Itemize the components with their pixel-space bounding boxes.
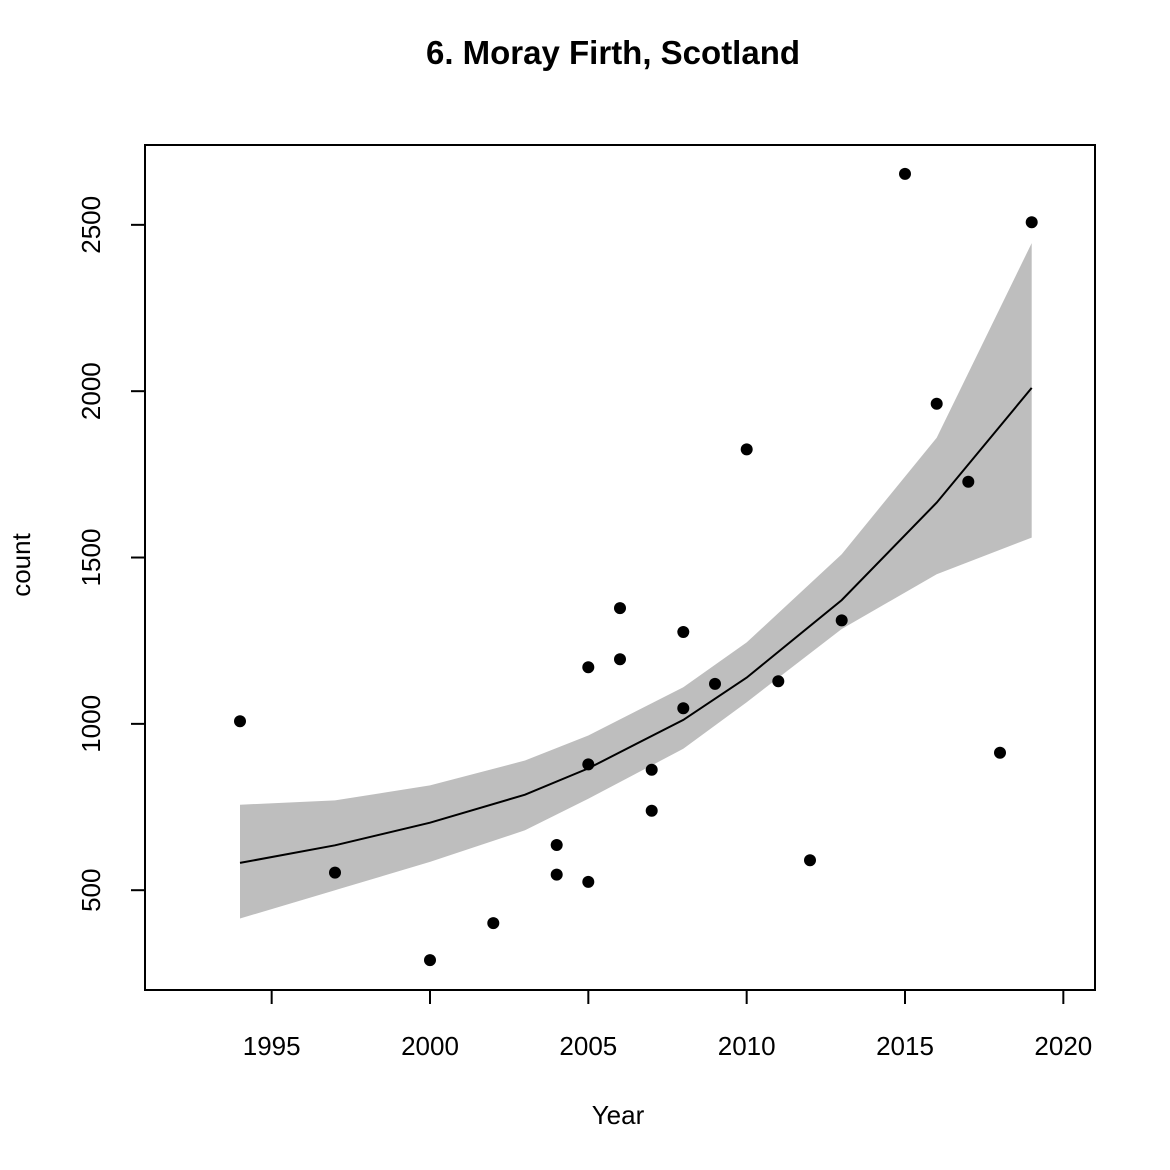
data-point bbox=[772, 675, 785, 688]
y-tick-label: 1500 bbox=[76, 529, 106, 587]
data-point bbox=[994, 746, 1006, 759]
x-tick-label: 2015 bbox=[876, 1031, 934, 1061]
data-point bbox=[645, 763, 658, 776]
confidence-band-layer bbox=[240, 243, 1032, 919]
data-point bbox=[804, 854, 816, 867]
confidence-band bbox=[240, 243, 1032, 919]
data-point bbox=[677, 702, 690, 715]
data-point bbox=[930, 397, 943, 410]
x-tick-label: 2010 bbox=[718, 1031, 776, 1061]
data-point bbox=[709, 677, 721, 690]
data-point bbox=[614, 653, 626, 666]
fit-line-layer bbox=[239, 387, 1033, 864]
x-tick-label: 2020 bbox=[1034, 1031, 1092, 1061]
data-point bbox=[582, 758, 595, 771]
y-tick-label: 2500 bbox=[76, 196, 106, 254]
data-point bbox=[582, 875, 595, 888]
fit-line bbox=[239, 387, 1033, 864]
data-point bbox=[740, 443, 753, 456]
data-points-layer bbox=[234, 167, 1038, 967]
data-point bbox=[899, 167, 911, 180]
data-point bbox=[424, 954, 436, 967]
chart-title: 6. Moray Firth, Scotland bbox=[426, 34, 800, 71]
data-point bbox=[234, 715, 246, 728]
x-axis: 1995 2000 2005 2010 2015 2020 bbox=[243, 989, 1092, 1061]
y-axis-label: count bbox=[6, 532, 36, 596]
x-axis-label: Year bbox=[592, 1100, 645, 1130]
data-point bbox=[645, 804, 658, 817]
data-point bbox=[487, 917, 500, 930]
data-point bbox=[329, 866, 341, 879]
data-point bbox=[962, 475, 975, 488]
data-point bbox=[1025, 216, 1038, 229]
x-tick-label: 2000 bbox=[401, 1031, 459, 1061]
data-point bbox=[550, 839, 563, 851]
data-point bbox=[550, 868, 563, 881]
data-point bbox=[835, 614, 848, 627]
y-axis: 500 1000 1500 2000 2500 bbox=[76, 196, 146, 912]
data-point bbox=[614, 602, 626, 615]
y-tick-label: 2000 bbox=[76, 362, 106, 420]
y-tick-label: 500 bbox=[76, 869, 106, 912]
y-tick-label: 1000 bbox=[76, 695, 106, 753]
x-tick-label: 2005 bbox=[559, 1031, 617, 1061]
x-tick-label: 1995 bbox=[243, 1031, 301, 1061]
data-point bbox=[582, 661, 595, 674]
data-point bbox=[677, 626, 690, 638]
